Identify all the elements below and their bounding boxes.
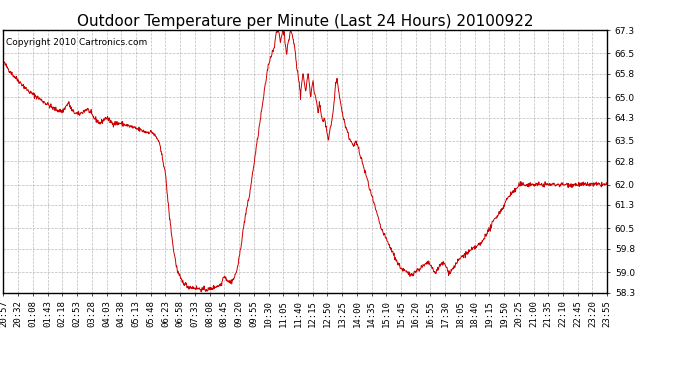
Text: Copyright 2010 Cartronics.com: Copyright 2010 Cartronics.com bbox=[6, 38, 148, 47]
Title: Outdoor Temperature per Minute (Last 24 Hours) 20100922: Outdoor Temperature per Minute (Last 24 … bbox=[77, 14, 533, 29]
